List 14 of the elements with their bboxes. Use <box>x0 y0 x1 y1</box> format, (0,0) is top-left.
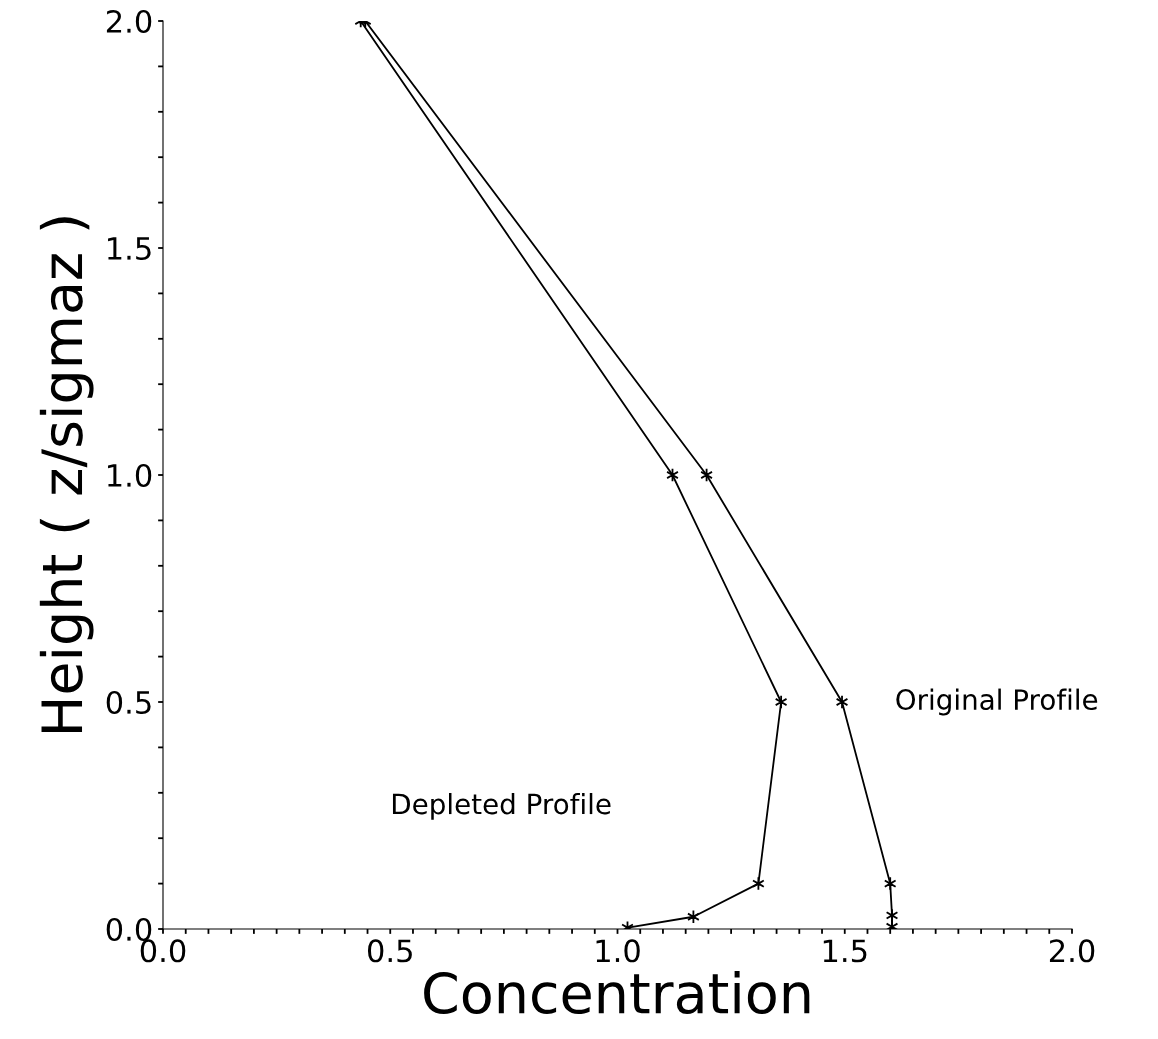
annotation: Original Profile <box>896 688 1098 716</box>
y-tick-label: 1.0 <box>108 463 152 488</box>
y-tick-label: 1.5 <box>108 237 151 261</box>
y-tick-label: 0.5 <box>106 690 151 715</box>
x-tick-label: 0.5 <box>367 939 412 963</box>
y-tick-label: 2.0 <box>106 9 152 34</box>
annotation: Depleted Profile <box>392 792 611 820</box>
y-axis-title: Height ( z/sigmaz ) <box>39 217 94 732</box>
x-axis-title: Concentration <box>424 971 810 1015</box>
x-tick-label: 0.0 <box>140 939 186 963</box>
x-tick-label: 1.0 <box>596 939 640 963</box>
x-tick-label: 1.5 <box>823 939 867 963</box>
y-tick-label: 0.0 <box>106 917 152 942</box>
x-tick-label: 2.0 <box>1049 939 1095 963</box>
